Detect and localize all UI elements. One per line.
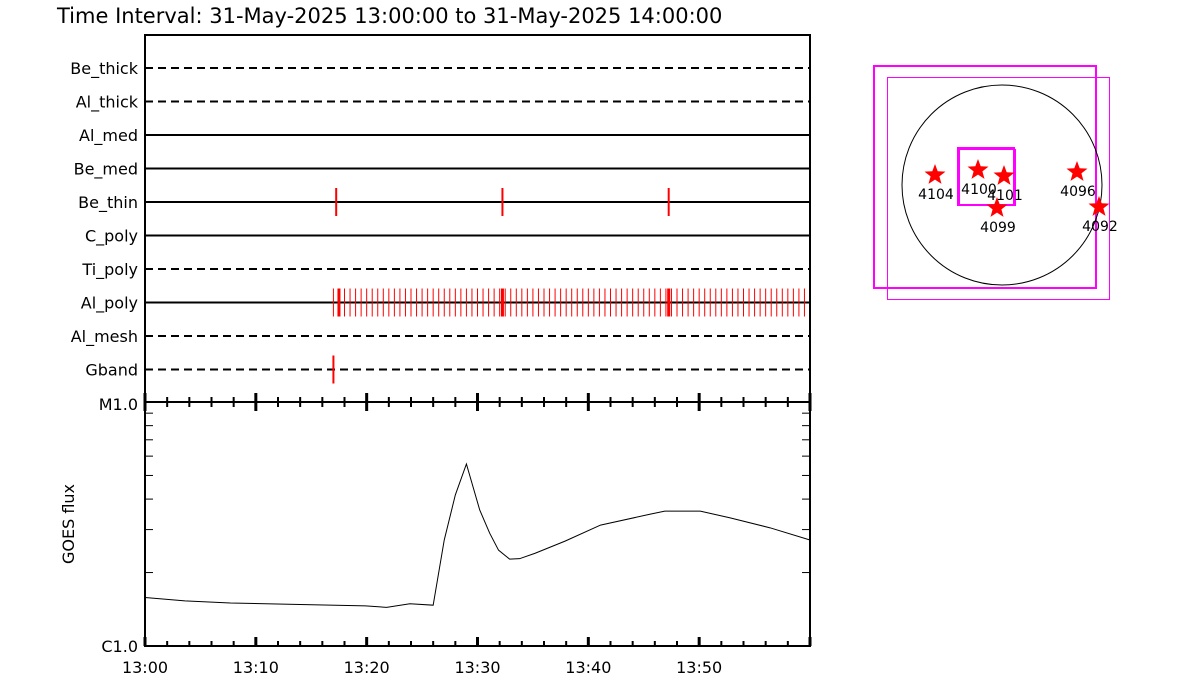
active-region-star-icon	[1066, 161, 1088, 181]
row-label: Be_med	[74, 160, 138, 180]
active-region-label: 4092	[1082, 219, 1118, 235]
active-region-label: 4100	[961, 182, 997, 198]
row-label: Al_thick	[76, 93, 139, 113]
active-region-star-icon	[1088, 196, 1110, 216]
x-tick-label: 13:40	[565, 658, 611, 677]
x-tick-label: 13:20	[344, 658, 390, 677]
x-tick-label: 13:30	[454, 658, 500, 677]
active-region-label: 4096	[1060, 184, 1096, 200]
active-region-label: 4099	[980, 220, 1016, 236]
active-region-star-icon	[993, 165, 1015, 185]
solar-limb	[901, 84, 1103, 286]
active-region-star-icon	[967, 159, 989, 179]
x-tick-label: 13:00	[122, 658, 168, 677]
y-tick-label: M1.0	[99, 395, 138, 414]
row-label: Be_thin	[78, 193, 138, 213]
active-region-star-icon	[924, 164, 946, 184]
fov-box	[873, 65, 1097, 289]
active-region-label: 4104	[918, 187, 954, 203]
y-tick-label: C1.0	[101, 637, 138, 656]
row-label: Be_thick	[70, 59, 138, 79]
fov-box	[887, 77, 1110, 300]
goes-flux-panel: 13:00 13:10 13:20 13:30 13:40 13:50 C1.0 M1.0 GO…	[59, 393, 812, 677]
row-label: C_poly	[85, 227, 138, 247]
row-label: Gband	[85, 361, 138, 380]
row-label: Ti_poly	[81, 260, 138, 280]
row-label: Al_med	[79, 126, 138, 146]
timeline-frame	[144, 34, 811, 403]
filter-timeline-panel: Be_thick Al_thick Al_med Be_med Be_thin C_pol…	[70, 34, 811, 403]
fov-box	[959, 149, 1016, 206]
figure-title: Time Interval: 31-May-2025 13:00:00 to 3…	[56, 4, 722, 28]
x-tick-label: 13:50	[676, 658, 722, 677]
goes-flux-line	[144, 462, 811, 608]
row-label: Al_mesh	[71, 327, 138, 347]
active-region-label: 4101	[987, 188, 1023, 204]
goes-frame	[144, 401, 811, 647]
y-axis-label: GOES flux	[59, 484, 78, 564]
active-region-star-icon	[986, 197, 1008, 217]
row-label: Al_poly	[81, 294, 138, 314]
x-tick-label: 13:10	[233, 658, 279, 677]
